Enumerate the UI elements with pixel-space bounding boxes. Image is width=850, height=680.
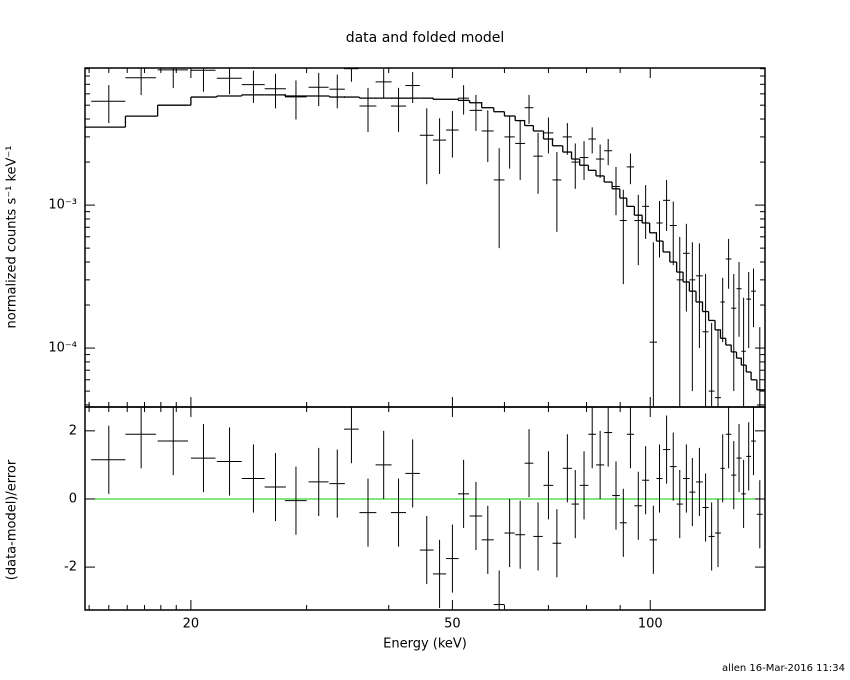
y-tick-label: -2 [64,560,77,575]
x-tick-label: 100 [638,617,663,632]
plot-frame [84,406,766,611]
plot-area [85,68,765,407]
y-axis-label: (data-model)/error [5,459,20,580]
y-tick-label: 10⁻³ [48,198,77,213]
y-tick-label: 2 [69,423,77,438]
plot-area [85,407,765,610]
footer: allen 16-Mar-2016 11:34 [722,663,845,674]
chart-title: data and folded model [346,30,505,46]
y-axis-label: normalized counts s⁻¹ keV⁻¹ [5,146,20,329]
y-tick-label: 10⁻⁴ [48,341,77,356]
plot-frame [84,67,766,408]
x-tick-label: 20 [183,617,200,632]
y-tick-label: 0 [69,491,77,506]
x-tick-label: 50 [444,617,461,632]
x-axis-label: Energy (keV) [383,637,467,652]
